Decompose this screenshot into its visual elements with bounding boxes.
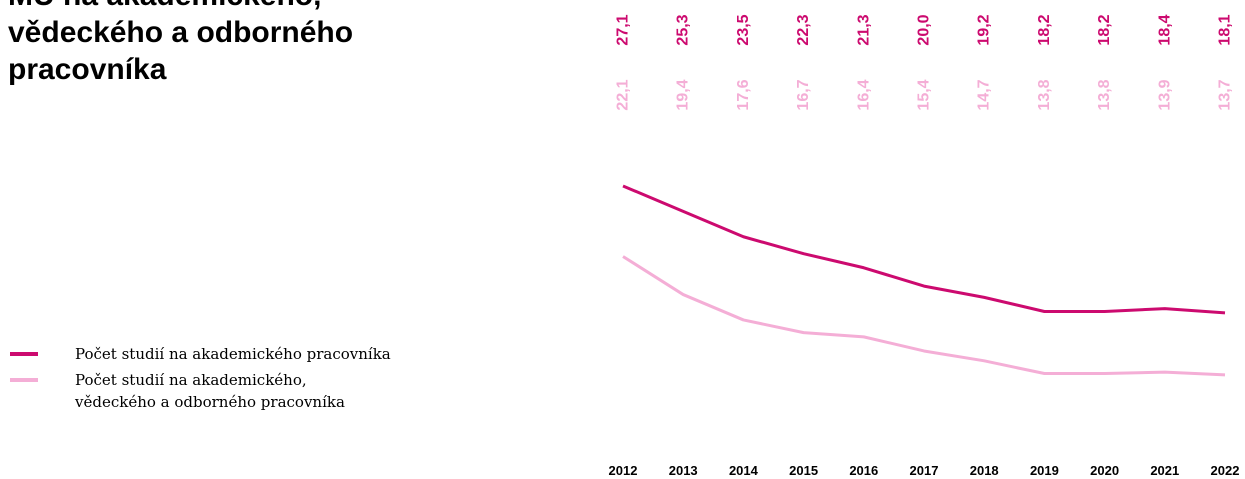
series-line bbox=[622, 184, 1226, 315]
x-tick-label: 2020 bbox=[1090, 463, 1119, 478]
x-tick-label: 2015 bbox=[789, 463, 818, 478]
x-tick-label: 2022 bbox=[1211, 463, 1240, 478]
data-label: 16,4 bbox=[855, 79, 872, 110]
data-label: 14,7 bbox=[976, 79, 993, 110]
legend-label: Počet studií na akademického pracovníka bbox=[75, 345, 391, 363]
data-label: 18,4 bbox=[1156, 14, 1173, 45]
legend-swatch bbox=[10, 352, 38, 356]
data-label: 19,2 bbox=[976, 14, 993, 45]
data-label: 25,3 bbox=[675, 14, 692, 45]
legend-label: Počet studií na akademického, vědeckého … bbox=[75, 371, 345, 411]
legend: Počet studií na akademického pracovníka P… bbox=[10, 343, 391, 417]
x-tick-label: 2021 bbox=[1150, 463, 1179, 478]
data-label: 19,4 bbox=[675, 79, 692, 110]
x-tick-label: 2013 bbox=[669, 463, 698, 478]
data-label: 27,1 bbox=[615, 14, 632, 45]
data-label: 23,5 bbox=[735, 14, 752, 45]
series-line bbox=[622, 255, 1226, 377]
data-label: 13,8 bbox=[1096, 79, 1113, 110]
data-label: 13,9 bbox=[1156, 79, 1173, 110]
x-tick-label: 2016 bbox=[849, 463, 878, 478]
x-tick-label: 2019 bbox=[1030, 463, 1059, 478]
x-tick-label: 2014 bbox=[729, 463, 759, 478]
data-label: 20,0 bbox=[916, 14, 933, 45]
legend-swatch bbox=[10, 378, 38, 382]
data-label: 13,7 bbox=[1217, 79, 1234, 110]
data-label: 16,7 bbox=[795, 79, 812, 110]
data-label: 15,4 bbox=[916, 79, 933, 110]
data-label: 13,8 bbox=[1036, 79, 1053, 110]
data-label: 18,2 bbox=[1096, 14, 1113, 45]
chart-title: MU na akademického, vědeckého a odbornéh… bbox=[8, 0, 354, 86]
x-tick-label: 2018 bbox=[970, 463, 999, 478]
legend-item: Počet studií na akademického pracovníka bbox=[10, 343, 391, 365]
data-label: 18,1 bbox=[1217, 14, 1234, 45]
data-label: 17,6 bbox=[735, 79, 752, 110]
x-tick-label: 2017 bbox=[910, 463, 939, 478]
data-label: 18,2 bbox=[1036, 14, 1053, 45]
x-tick-label: 2012 bbox=[609, 463, 638, 478]
data-label: 21,3 bbox=[855, 14, 872, 45]
legend-item: Počet studií na akademického, vědeckého … bbox=[10, 369, 350, 413]
data-label: 22,1 bbox=[615, 79, 632, 110]
data-label: 22,3 bbox=[795, 14, 812, 45]
